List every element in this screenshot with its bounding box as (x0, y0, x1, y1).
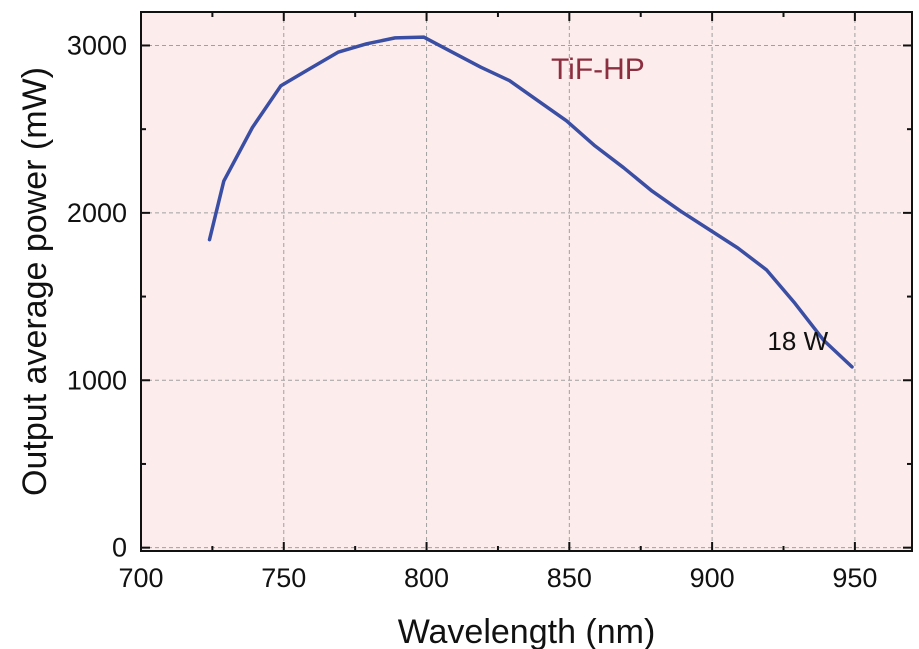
y-tick-label: 1000 (67, 365, 127, 395)
x-tick-label: 950 (832, 563, 877, 593)
series-line (207, 35, 854, 369)
x-tick-label: 750 (261, 563, 306, 593)
x-tick-label: 850 (547, 563, 592, 593)
y-tick-label: 0 (112, 533, 127, 563)
x-tick-label: 800 (404, 563, 449, 593)
x-tick-label: 700 (118, 563, 163, 593)
x-axis-title: Wavelength (nm) (398, 613, 656, 649)
tick-labels: 700 750 800 850 900 950 0 1000 2000 3000 (67, 30, 877, 593)
y-tick-label: 3000 (67, 30, 127, 60)
y-tick-label: 2000 (67, 198, 127, 228)
x-tick-label: 900 (690, 563, 735, 593)
series-group (207, 35, 854, 369)
annotation-tif-hp: TiF-HP (551, 53, 645, 86)
gridlines (141, 12, 912, 551)
plot-frame (140, 11, 913, 552)
annotation-power: 18 W (767, 326, 828, 356)
y-axis-title: Output average power (mW) (16, 67, 54, 496)
